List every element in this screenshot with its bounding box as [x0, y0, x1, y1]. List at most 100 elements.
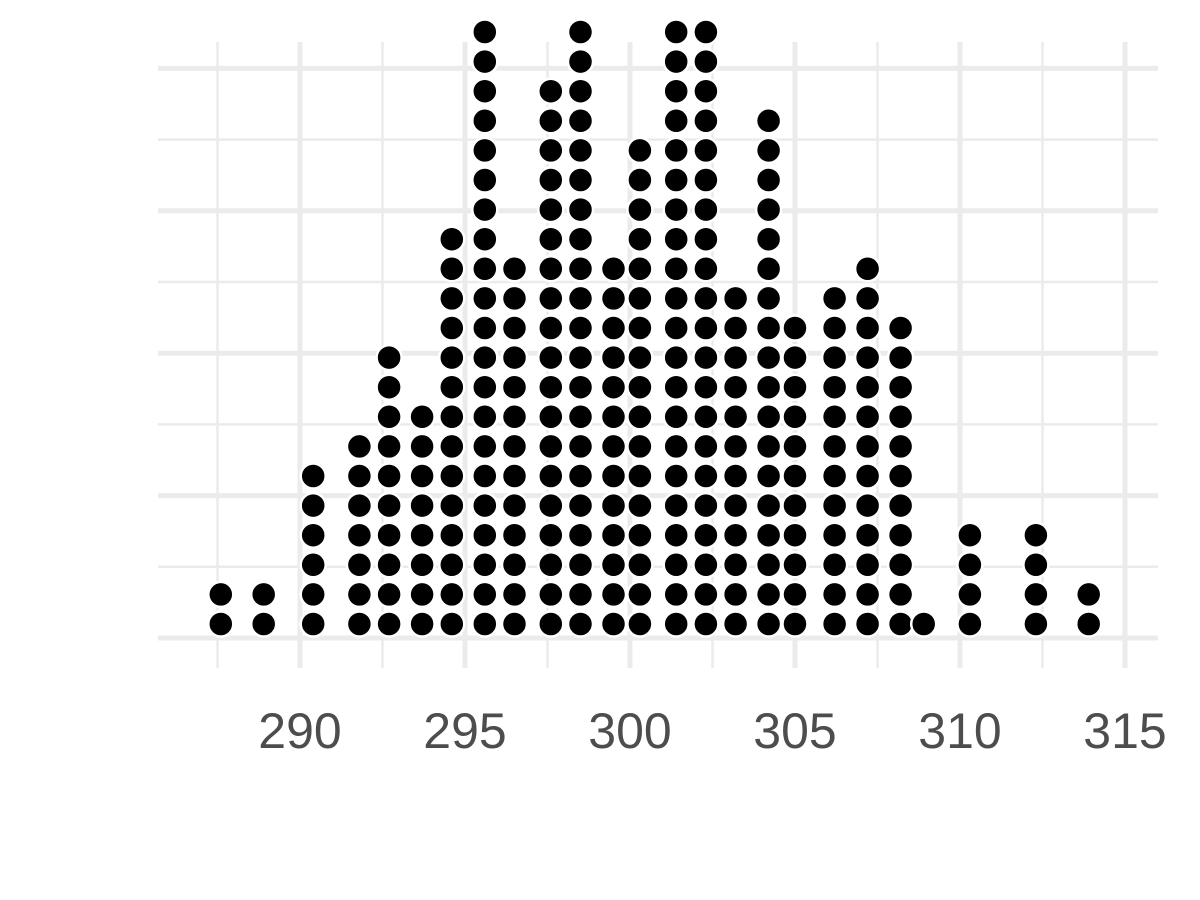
- data-dot: [438, 521, 466, 549]
- data-dot: [471, 255, 499, 283]
- data-dot: [721, 373, 750, 401]
- data-dot: [566, 491, 595, 520]
- data-dot: [438, 610, 466, 638]
- data-dot: [754, 255, 783, 283]
- data-dot: [500, 314, 529, 342]
- data-dot: [249, 610, 278, 638]
- data-dot: [500, 284, 529, 313]
- data-dot: [537, 136, 565, 165]
- data-dot: [754, 462, 783, 490]
- data-dot: [886, 432, 915, 461]
- data-dot: [566, 373, 595, 401]
- x-axis-tick-labels: 290 295 300 305 310 315: [258, 703, 1166, 759]
- data-dot: [754, 521, 783, 549]
- data-dot: [566, 462, 595, 490]
- data-dot: [626, 284, 654, 313]
- data-dot: [408, 462, 436, 490]
- data-dot: [299, 462, 327, 490]
- data-dot: [599, 373, 628, 401]
- data-dot: [537, 195, 565, 224]
- data-dot: [500, 462, 529, 490]
- data-dot: [471, 343, 499, 372]
- data-dot: [345, 521, 374, 549]
- data-dot: [471, 580, 499, 609]
- data-dot: [438, 373, 466, 401]
- data-dot: [408, 403, 436, 431]
- data-dot: [566, 580, 595, 609]
- data-dot: [754, 491, 783, 520]
- data-dot: [471, 403, 499, 431]
- data-dot: [886, 462, 915, 490]
- data-dot: [599, 343, 628, 372]
- data-dot: [537, 521, 565, 549]
- data-dot: [853, 432, 882, 461]
- data-dot: [662, 47, 690, 76]
- data-dot: [692, 255, 720, 283]
- data-dot: [781, 580, 809, 609]
- data-dot: [692, 284, 720, 313]
- data-dot: [299, 491, 327, 520]
- data-dot: [599, 284, 628, 313]
- data-dot: [345, 610, 374, 638]
- data-dot: [853, 343, 882, 372]
- data-dot: [662, 225, 690, 253]
- data-dot: [471, 107, 499, 135]
- data-dot: [408, 521, 436, 549]
- data-dot: [537, 107, 565, 135]
- data-dot: [438, 284, 466, 313]
- data-dot: [566, 107, 595, 135]
- data-dot: [566, 136, 595, 165]
- data-dot: [662, 551, 690, 579]
- data-dot: [537, 373, 565, 401]
- data-dot: [820, 491, 849, 520]
- data-dot: [662, 314, 690, 342]
- data-dot: [692, 195, 720, 224]
- data-dot: [471, 225, 499, 253]
- data-dot: [886, 521, 915, 549]
- data-dot: [566, 18, 595, 46]
- data-dot: [566, 403, 595, 431]
- data-dot: [471, 610, 499, 638]
- data-dot: [375, 343, 403, 372]
- data-dot: [471, 136, 499, 165]
- data-dot: [781, 610, 809, 638]
- data-dot: [781, 521, 809, 549]
- data-dot: [566, 225, 595, 253]
- data-dot: [754, 166, 783, 194]
- data-dot: [1022, 521, 1050, 549]
- data-dot: [662, 373, 690, 401]
- data-dot: [566, 166, 595, 194]
- data-dot: [345, 462, 374, 490]
- data-dot: [692, 166, 720, 194]
- data-dot: [626, 136, 654, 165]
- data-dot: [692, 343, 720, 372]
- data-dot: [471, 432, 499, 461]
- data-dot: [471, 47, 499, 76]
- data-dot: [853, 580, 882, 609]
- data-dot: [438, 225, 466, 253]
- data-dot: [537, 225, 565, 253]
- data-dot: [299, 580, 327, 609]
- data-dot: [853, 521, 882, 549]
- data-dot: [438, 255, 466, 283]
- data-dot: [754, 373, 783, 401]
- data-dot: [566, 255, 595, 283]
- data-dot: [820, 314, 849, 342]
- data-dot: [375, 432, 403, 461]
- data-dot: [692, 18, 720, 46]
- data-dot: [626, 580, 654, 609]
- data-dot: [662, 343, 690, 372]
- data-dot: [438, 403, 466, 431]
- data-dot: [375, 462, 403, 490]
- data-dot: [408, 551, 436, 579]
- data-dot: [375, 373, 403, 401]
- data-dot: [537, 432, 565, 461]
- data-dot: [500, 403, 529, 431]
- data-dot: [599, 491, 628, 520]
- data-dot: [781, 462, 809, 490]
- data-dot: [692, 77, 720, 105]
- data-dot: [692, 521, 720, 549]
- data-dot: [754, 432, 783, 461]
- data-dot: [853, 610, 882, 638]
